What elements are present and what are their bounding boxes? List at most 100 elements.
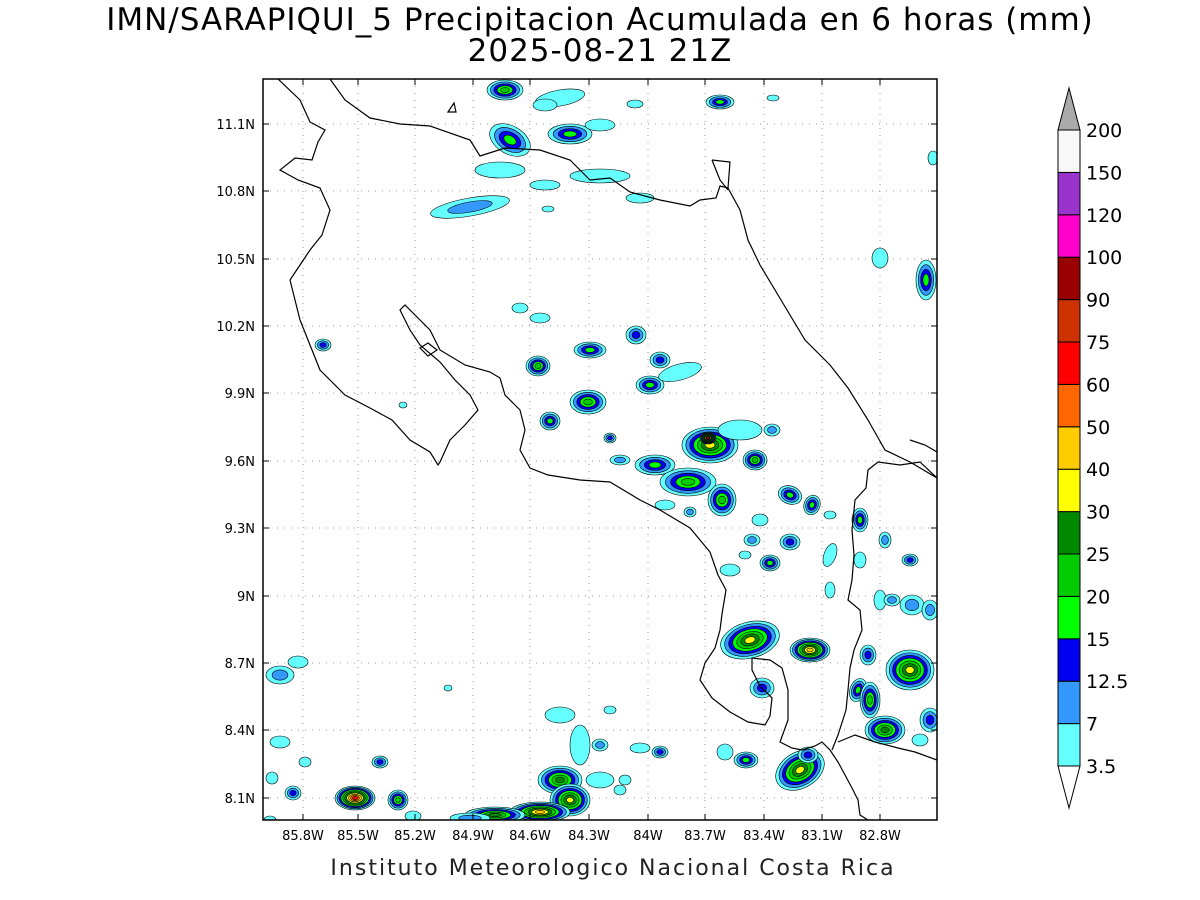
precip-contour: [298, 756, 312, 768]
precip-contour: [352, 796, 358, 800]
precip-contour: [404, 810, 422, 820]
precip-contour: [747, 536, 757, 544]
precip-contour: [906, 557, 914, 563]
lat-label: 9.3N: [225, 522, 255, 537]
chart-title: IMN/SARAPIQUI_5 Precipitacion Acumulada …: [106, 2, 1094, 38]
precip-contour: [271, 669, 289, 681]
precip-contour: [563, 130, 577, 138]
precip-contour: [719, 563, 741, 577]
colorbar-swatch: [1057, 426, 1081, 470]
precip-contour: [569, 168, 631, 184]
lat-label: 10.2N: [216, 320, 255, 335]
lat-label: 10.5N: [216, 253, 255, 268]
colorbar-swatch: [1057, 553, 1081, 597]
precip-contour: [488, 813, 502, 817]
colorbar-label: 100: [1086, 247, 1122, 269]
precip-contour: [871, 247, 889, 269]
precip-contour: [706, 436, 710, 440]
precip-contour: [546, 417, 554, 425]
colorbar-swatch: [1057, 214, 1081, 258]
precip-contour: [809, 501, 815, 509]
precip-contour: [881, 535, 889, 545]
precip-contour: [629, 742, 651, 754]
precip-contour: [500, 87, 510, 93]
colorbar-swatch: [1057, 383, 1081, 428]
precip-contour: [742, 757, 750, 763]
lon-label: 85.5W: [337, 829, 379, 844]
precip-contour: [715, 99, 725, 105]
precip-contour: [503, 134, 517, 146]
colorbar-swatch: [1057, 638, 1081, 682]
lat-label: 11.1N: [216, 118, 255, 133]
precip-contour: [654, 499, 676, 511]
precip-contour: [474, 161, 526, 179]
precip-contour: [855, 686, 861, 694]
precip-contour: [585, 771, 615, 789]
map-frame: [262, 78, 938, 821]
coastlines-borders: [277, 79, 937, 820]
colorbar-legend: 3.5 7 12.5 15 20 25 30 40 50 60 75 90 100 120 150 200: [1057, 86, 1128, 810]
colorbar-label: 7: [1086, 714, 1098, 736]
lon-label: 84.9W: [452, 829, 494, 844]
precip-contour: [751, 513, 769, 527]
precip-contour: [744, 636, 756, 644]
precip-contour: [511, 302, 529, 314]
lon-label: 85.8W: [282, 829, 324, 844]
precip-contour: [535, 810, 545, 814]
colorbar-swatch: [1057, 256, 1081, 301]
lat-labels: 11.1N 10.8N 10.5N 10.2N 9.9N 9.6N 9.3N 9…: [216, 118, 255, 807]
lat-label: 9.9N: [225, 387, 255, 402]
precip-contour: [631, 331, 641, 339]
chart-subtitle: 2025-08-21 21Z: [467, 33, 733, 69]
colorbar-label: 200: [1086, 120, 1122, 142]
precip-contour: [766, 560, 774, 566]
colorbar-label: 20: [1086, 586, 1110, 608]
precip-contour: [864, 650, 872, 660]
precip-contour: [265, 771, 279, 785]
precip-contour: [458, 814, 482, 820]
colorbar-label: 15: [1086, 629, 1110, 651]
precip-contour: [680, 478, 696, 486]
precip-contour: [287, 655, 309, 669]
precip-contour: [613, 784, 627, 796]
colorbar-label: 120: [1086, 205, 1122, 227]
precip-contour: [569, 724, 591, 766]
precip-contour: [823, 510, 837, 520]
colorbar-swatch: [1057, 299, 1081, 343]
lat-label: 8.7N: [225, 657, 255, 672]
precip-contour: [867, 695, 873, 705]
precip-contour: [803, 751, 813, 759]
precip-contour: [751, 457, 759, 463]
precip-contour: [658, 362, 702, 382]
precip-contour: [289, 789, 297, 797]
precip-contour: [905, 666, 915, 674]
colorbar-label: 40: [1086, 459, 1110, 481]
precip-contour: [922, 273, 930, 287]
precip-contour: [718, 495, 726, 505]
precip-contour: [853, 551, 867, 569]
colorbar-swatch: [1057, 129, 1081, 173]
precip-contour: [529, 312, 551, 324]
precip-contour: [648, 461, 662, 469]
precip-contour: [541, 205, 555, 213]
lon-label: 85.2W: [394, 829, 436, 844]
precip-contour: [786, 491, 794, 499]
precip-contour: [376, 759, 384, 765]
precip-contour: [566, 796, 574, 804]
precip-contour: [626, 99, 644, 109]
precip-contour: [911, 733, 929, 747]
lat-label: 8.4N: [225, 724, 255, 739]
colorbar-label: 50: [1086, 417, 1110, 439]
colorbar-label: 30: [1086, 502, 1110, 524]
colorbar-label: 3.5: [1086, 756, 1116, 778]
precip-contour: [686, 508, 694, 516]
colorbar-label: 150: [1086, 162, 1122, 184]
precip-contour: [532, 98, 558, 112]
lat-label: 9N: [237, 590, 255, 605]
precip-contour: [717, 419, 763, 441]
precip-contour: [263, 815, 277, 820]
colorbar-label: 75: [1086, 332, 1110, 354]
colorbar-bottom-arrow: [1057, 765, 1081, 810]
colorbar-top-arrow: [1057, 86, 1081, 131]
